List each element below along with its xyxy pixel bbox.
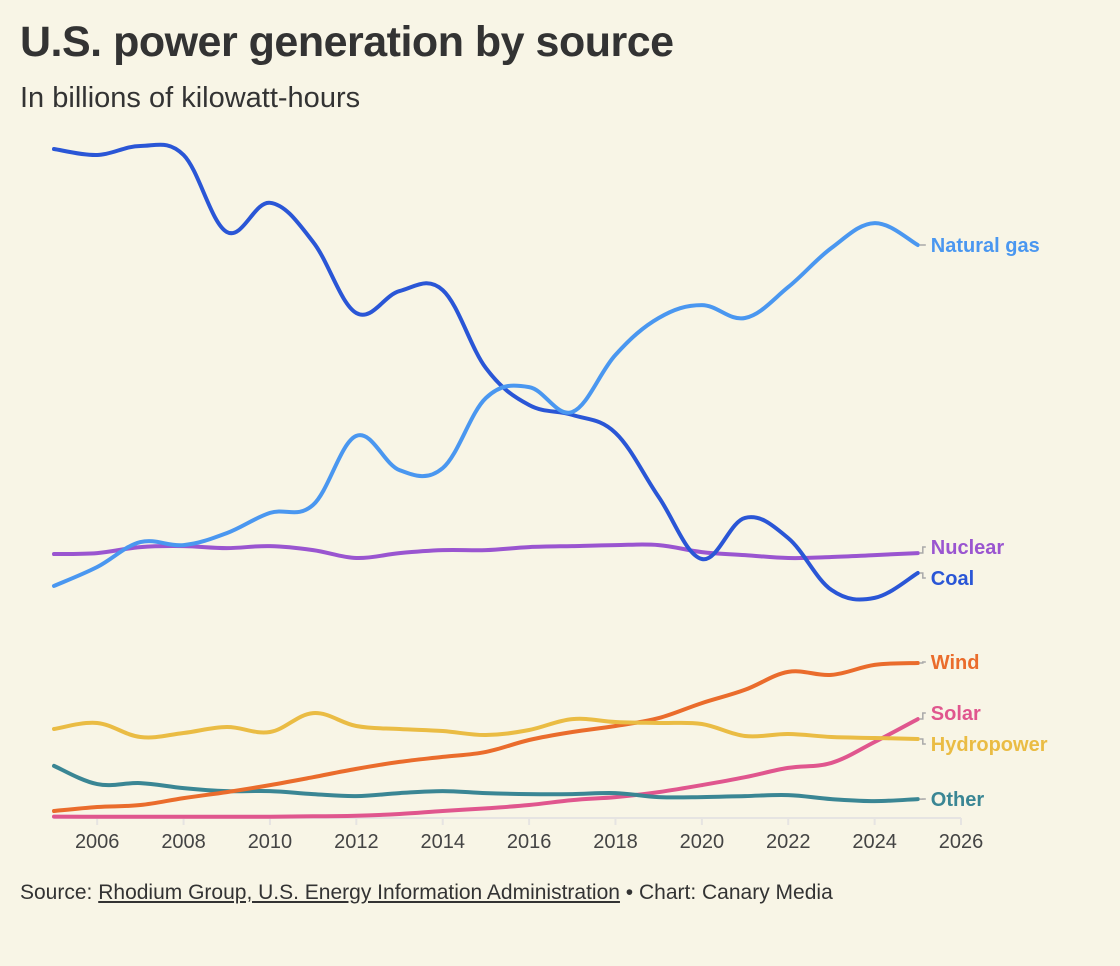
x-axis: 2006 2008 2010 2012 2014 2016 2018 2020 2022 2024… [54, 817, 984, 853]
x-tick-label: 2010 [248, 831, 293, 853]
x-tick-label: 2006 [75, 831, 120, 853]
x-tick-label: 2024 [852, 831, 897, 853]
label-connector-nuclear [919, 546, 926, 554]
source-link[interactable]: Rhodium Group, U.S. Energy Information A… [98, 881, 620, 904]
x-tick-label: 2016 [507, 831, 552, 853]
source-prefix: Source: [20, 881, 99, 904]
series-line-nuclear [52, 542, 920, 561]
series-label-hydropower: Hydropower [931, 734, 1048, 756]
series-line-solar [52, 717, 920, 819]
chart-title: U.S. power generation by source [20, 18, 674, 66]
label-connector-hydropower [919, 738, 926, 745]
series-lines [52, 142, 920, 819]
series-label-other: Other [931, 789, 985, 811]
label-connector-wind [919, 661, 926, 664]
x-tick-label: 2022 [766, 831, 811, 853]
x-tick-label: 2012 [334, 831, 379, 853]
series-label-natural-gas: Natural gas [931, 235, 1040, 257]
series-line-coal [52, 142, 920, 602]
line-chart: 2006 2008 2010 2012 2014 2016 2018 2020 2022 2024… [52, 142, 1048, 853]
series-label-solar: Solar [931, 703, 981, 725]
x-tick-label: 2018 [593, 831, 638, 853]
footer-separator: • [619, 881, 639, 904]
x-tick-label: 2020 [680, 831, 725, 853]
chart-footer: Source: Rhodium Group, U.S. Energy Infor… [20, 881, 833, 905]
chart-subtitle: In billions of kilowatt-hours [20, 82, 361, 114]
label-connector-coal [919, 572, 926, 579]
x-tick-label: 2008 [161, 831, 206, 853]
series-line-hydropower [52, 711, 920, 741]
series-label-nuclear: Nuclear [931, 537, 1005, 559]
series-line-other [52, 763, 920, 804]
series-label-coal: Coal [931, 568, 974, 590]
series-label-wind: Wind [931, 652, 980, 674]
label-connector-solar [919, 712, 926, 720]
x-tick-label: 2014 [420, 831, 465, 853]
series-line-wind [52, 661, 920, 814]
chart-credit: Chart: Canary Media [639, 881, 833, 904]
series-labels: Natural gas Nuclear Coal Wind Solar Hydropowe… [919, 235, 1048, 811]
x-tick-label: 2026 [939, 831, 984, 853]
series-line-natural-gas [52, 221, 920, 588]
